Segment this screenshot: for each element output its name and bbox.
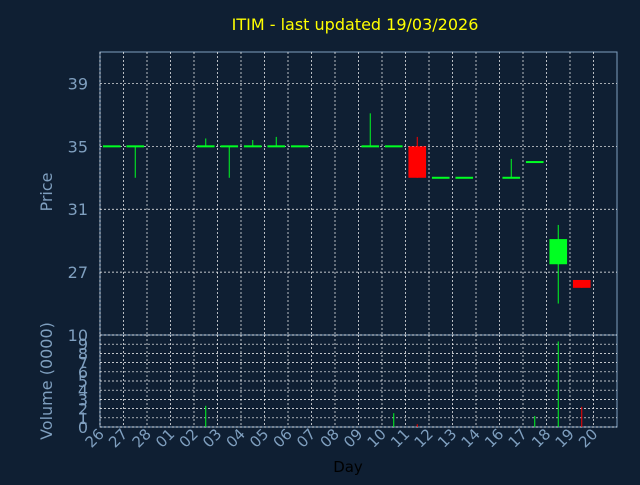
volume-tick-label: 6 [78,363,88,382]
x-tick-label: 09 [340,425,366,451]
price-axis-label: Price [37,172,56,211]
x-tick-label: 27 [105,425,131,451]
x-tick-label: 18 [528,425,554,451]
price-panel: 27 31 35 39 [68,51,618,336]
day-axis-label: Day [333,458,363,476]
x-tick-label: 28 [129,425,155,451]
volume-tick-label: 7 [78,354,88,373]
x-tick-labels: 2627280102030405060708091011121314161718… [82,425,602,451]
x-tick-label: 08 [317,425,343,451]
volume-tick-label: 0 [78,418,88,437]
candle-body [290,145,309,148]
candle-body [220,145,239,148]
candle-body [431,176,450,179]
x-tick-label: 11 [387,425,413,451]
x-tick-label: 01 [152,425,178,451]
volume-tick-label: 1 [78,409,88,428]
volume-tick-label: 3 [78,390,88,409]
candle-body [408,146,427,178]
x-tick-label: 14 [458,425,484,451]
x-tick-label: 13 [434,425,460,451]
candle-body [502,176,521,179]
volume-tick-label: 4 [78,381,88,400]
volume-tick-label: 10 [68,326,88,345]
price-tick-label: 27 [68,263,88,282]
volume-tick-label: 9 [78,335,88,354]
x-tick-label: 04 [223,425,249,451]
x-tick-label: 05 [246,425,272,451]
volume-tick-label: 5 [78,372,88,391]
candle-body [572,279,591,288]
price-tick-label: 31 [68,200,88,219]
candle-body [525,161,544,164]
candle-body [102,145,121,148]
candle-body [361,145,380,148]
candle-body [455,176,474,179]
x-tick-label: 12 [411,425,437,451]
x-tick-label: 19 [552,425,578,451]
candle-body [196,145,215,148]
x-tick-label: 07 [293,425,319,451]
x-tick-label: 02 [176,425,202,451]
x-tick-label: 06 [270,425,296,451]
candle-body [126,145,145,148]
candle-body [549,239,568,265]
price-tick-label: 39 [68,74,88,93]
price-tick-label: 35 [68,137,88,156]
candle-body [384,145,403,148]
x-tick-label: 20 [575,425,601,451]
volume-axis-label: Volume (0000) [37,322,56,440]
chart-title: ITIM - last updated 19/03/2026 [232,15,479,34]
candle-body [267,145,286,148]
candle-body [243,145,262,148]
x-tick-label: 16 [481,425,507,451]
x-tick-label: 17 [505,425,531,451]
x-tick-label: 03 [199,425,225,451]
x-tick-label: 10 [364,425,390,451]
volume-tick-label: 8 [78,344,88,363]
volume-tick-label: 2 [78,400,88,419]
